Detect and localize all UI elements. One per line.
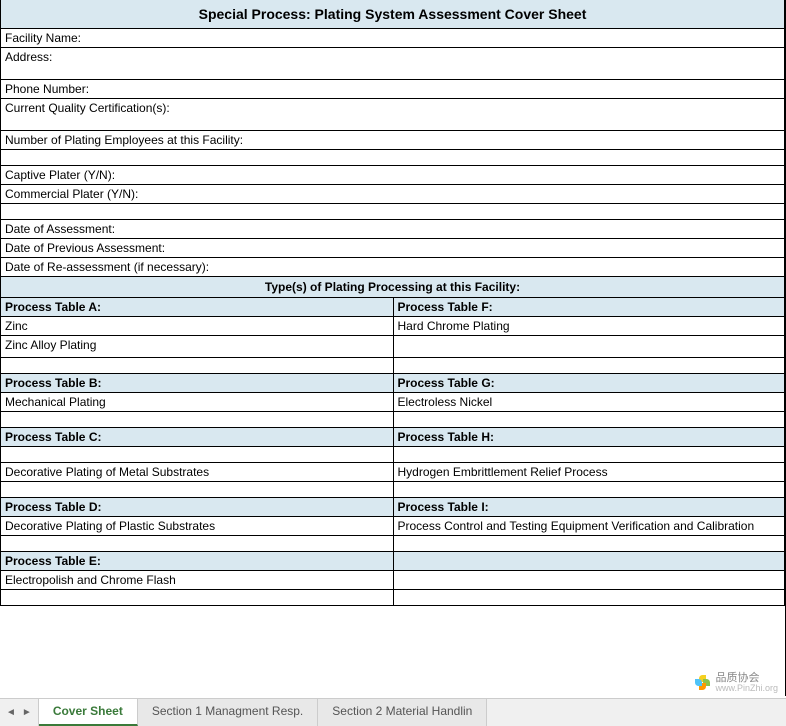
table-row: Process Table C: Process Table H: [0,428,785,447]
table-row: Process Table A: Process Table F: [0,298,785,317]
flower-icon [695,675,711,691]
cell[interactable]: Zinc [0,317,393,336]
table-row: Electropolish and Chrome Flash [0,571,785,590]
table-row: Decorative Plating of Plastic Substrates… [0,517,785,536]
field-date-assessment[interactable]: Date of Assessment: [0,220,785,239]
process-table-f-header: Process Table F: [393,298,786,317]
table-row [0,412,785,428]
cell[interactable] [393,590,786,606]
cell[interactable] [393,358,786,374]
tab-nav-next-icon[interactable]: ► [22,707,32,718]
field-address[interactable]: Address: [0,48,785,80]
field-commercial-plater[interactable]: Commercial Plater (Y/N): [0,185,785,204]
cell[interactable] [393,482,786,498]
watermark: 品质协会 www.PinZhi.org [695,672,778,694]
cell[interactable]: Process Control and Testing Equipment Ve… [393,517,786,536]
table-row: Process Table D: Process Table I: [0,498,785,517]
cell[interactable]: Electropolish and Chrome Flash [0,571,393,590]
blank-row[interactable] [0,204,785,220]
cell[interactable]: Mechanical Plating [0,393,393,412]
process-table-d-header: Process Table D: [0,498,393,517]
cell[interactable] [393,336,786,358]
table-row: Zinc Hard Chrome Plating [0,317,785,336]
table-row: Mechanical Plating Electroless Nickel [0,393,785,412]
cell[interactable]: Hydrogen Embrittlement Relief Process [393,463,786,482]
cell[interactable] [0,590,393,606]
cell[interactable] [393,447,786,463]
cell[interactable] [0,358,393,374]
cell[interactable]: Zinc Alloy Plating [0,336,393,358]
page-title: Special Process: Plating System Assessme… [0,0,785,29]
cell[interactable]: Decorative Plating of Metal Substrates [0,463,393,482]
process-table-g-header: Process Table G: [393,374,786,393]
cell[interactable]: Decorative Plating of Plastic Substrates [0,517,393,536]
cell[interactable] [0,536,393,552]
cell[interactable] [393,552,786,571]
cell[interactable]: Electroless Nickel [393,393,786,412]
field-date-previous[interactable]: Date of Previous Assessment: [0,239,785,258]
field-facility-name[interactable]: Facility Name: [0,29,785,48]
cell[interactable] [0,412,393,428]
tab-section-2[interactable]: Section 2 Material Handlin [318,699,487,726]
tab-nav-controls: ◄ ► [0,699,39,726]
table-row [0,482,785,498]
cell[interactable]: Hard Chrome Plating [393,317,786,336]
table-row [0,536,785,552]
tab-nav-prev-icon[interactable]: ◄ [6,707,16,718]
types-subtitle: Type(s) of Plating Processing at this Fa… [0,277,785,298]
process-table-e-header: Process Table E: [0,552,393,571]
table-row [0,358,785,374]
table-row [0,590,785,606]
table-row: Process Table B: Process Table G: [0,374,785,393]
field-date-reassess[interactable]: Date of Re-assessment (if necessary): [0,258,785,277]
cell[interactable] [393,412,786,428]
process-table-h-header: Process Table H: [393,428,786,447]
blank-row[interactable] [0,150,785,166]
field-captive-plater[interactable]: Captive Plater (Y/N): [0,166,785,185]
table-row: Process Table E: [0,552,785,571]
process-table-a-header: Process Table A: [0,298,393,317]
cell[interactable] [393,536,786,552]
tab-cover-sheet[interactable]: Cover Sheet [39,699,138,726]
sheet-tab-bar: ◄ ► Cover Sheet Section 1 Managment Resp… [0,698,786,726]
watermark-url: www.PinZhi.org [715,684,778,694]
table-row: Zinc Alloy Plating [0,336,785,358]
field-num-employees[interactable]: Number of Plating Employees at this Faci… [0,131,785,150]
cell[interactable] [0,482,393,498]
process-table-c-header: Process Table C: [0,428,393,447]
field-certifications[interactable]: Current Quality Certification(s): [0,99,785,131]
process-table-i-header: Process Table I: [393,498,786,517]
process-table-b-header: Process Table B: [0,374,393,393]
cell[interactable] [393,571,786,590]
cell[interactable] [0,447,393,463]
table-row: Decorative Plating of Metal Substrates H… [0,463,785,482]
table-row [0,447,785,463]
field-phone[interactable]: Phone Number: [0,80,785,99]
tab-section-1[interactable]: Section 1 Managment Resp. [138,699,318,726]
spreadsheet-content: Special Process: Plating System Assessme… [0,0,786,696]
